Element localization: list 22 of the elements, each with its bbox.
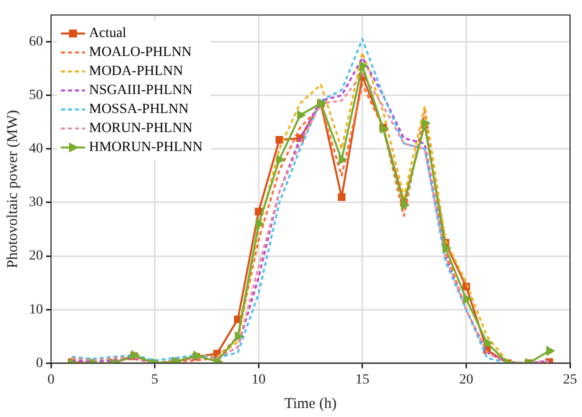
legend-label: MORUN-PHLNN xyxy=(89,121,192,136)
legend-label: MOSSA-PHLNN xyxy=(89,102,189,118)
legend-label: Actual xyxy=(89,26,126,42)
x-tick-label: 0 xyxy=(48,372,54,388)
y-tick-label: 30 xyxy=(29,195,43,210)
legend-label: NSGAIII-PHLNN xyxy=(89,83,192,98)
x-tick-label: 10 xyxy=(252,372,266,388)
x-tick-label: 15 xyxy=(355,372,370,388)
legend-label: HMORUN-PHLNN xyxy=(89,140,203,156)
y-tick-label: 60 xyxy=(29,34,43,50)
y-tick-label: 20 xyxy=(29,248,43,264)
y-axis-title: Photovoltaic power (MW) xyxy=(4,110,21,268)
x-tick-label: 25 xyxy=(563,372,577,388)
y-tick-label: 10 xyxy=(29,302,43,318)
y-tick-label: 0 xyxy=(36,356,43,371)
y-tick-label: 50 xyxy=(29,88,43,104)
x-tick-label: 5 xyxy=(151,372,158,388)
x-tick-label: 20 xyxy=(459,372,474,388)
y-tick-label: 40 xyxy=(29,142,43,157)
legend-label: MOALO-PHLNN xyxy=(89,45,192,60)
x-axis-title: Time (h) xyxy=(284,396,337,412)
legend-label: MODA-PHLNN xyxy=(89,64,184,80)
